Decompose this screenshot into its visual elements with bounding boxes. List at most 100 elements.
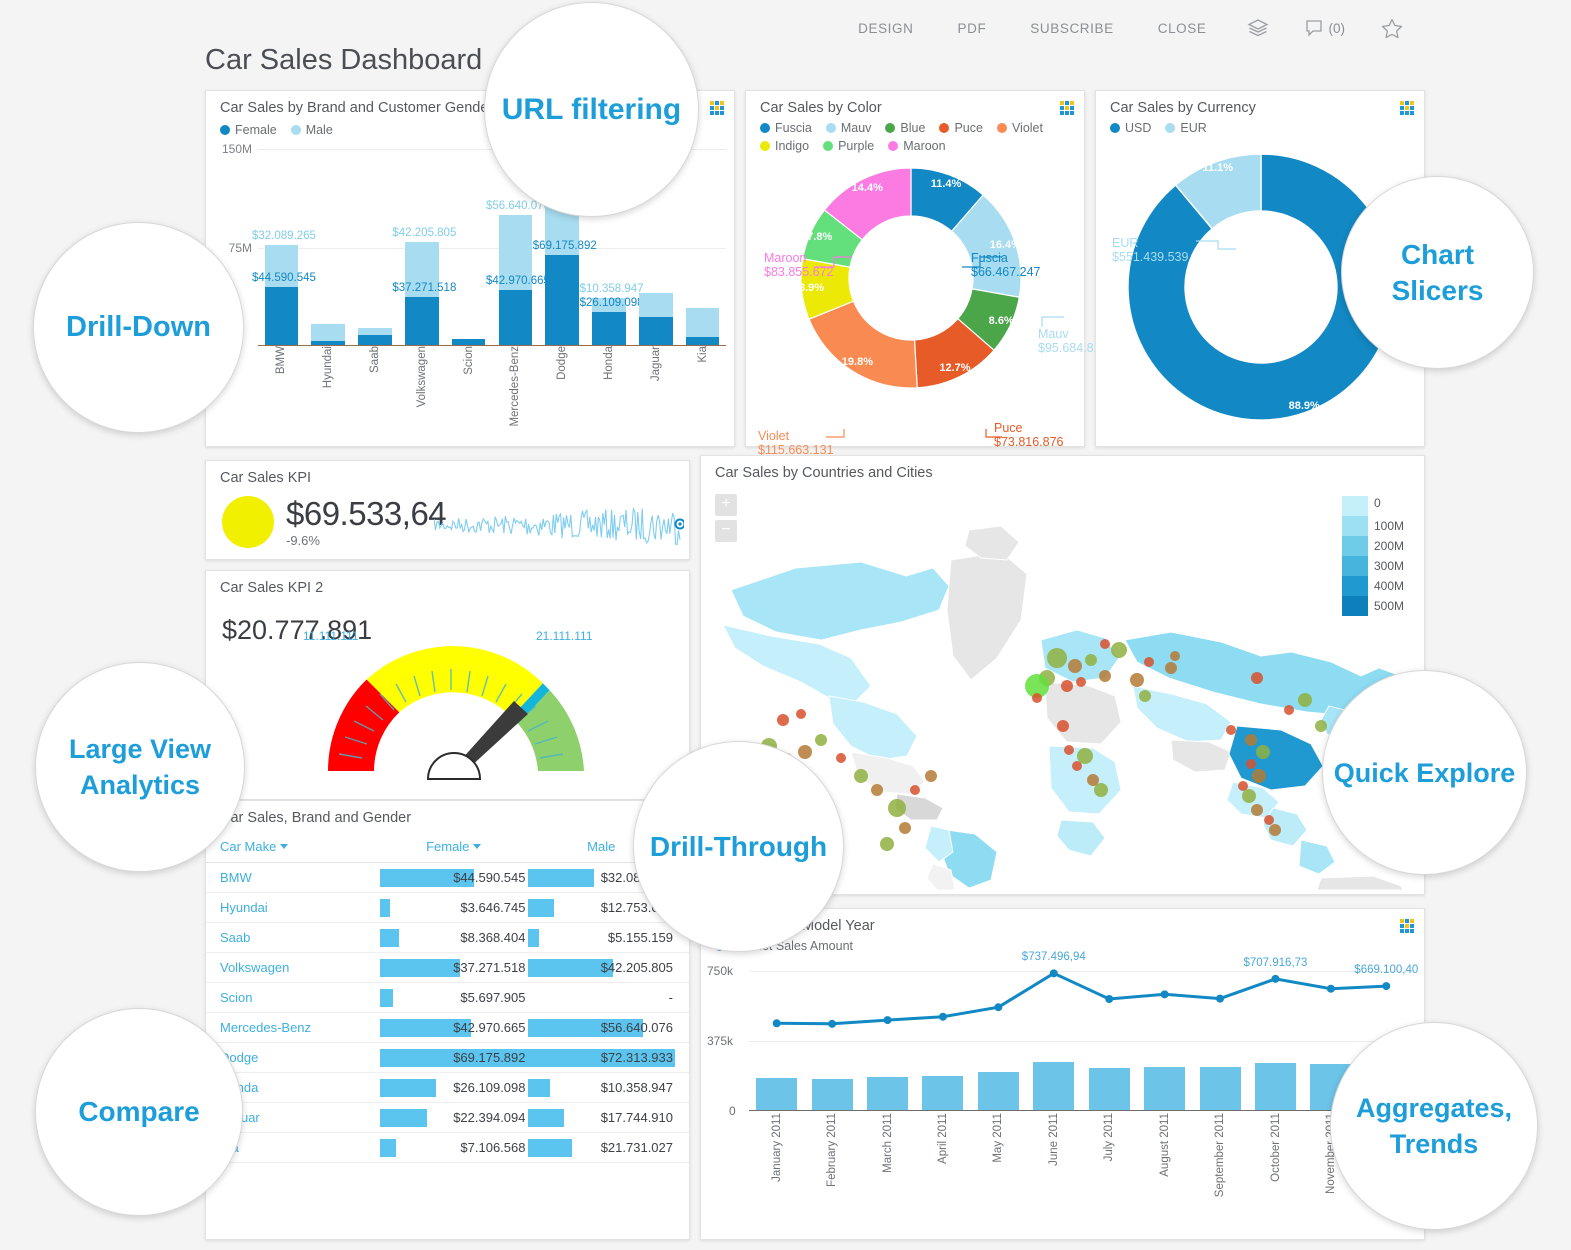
map-city-bubble[interactable]: [899, 822, 911, 834]
map-zoom-in-button[interactable]: +: [715, 494, 737, 516]
map-country-shape[interactable]: [1048, 745, 1122, 815]
map-city-bubble[interactable]: [1251, 804, 1263, 816]
map-city-bubble[interactable]: [880, 837, 894, 851]
model-year-line-point[interactable]: [1271, 974, 1280, 983]
bar-segment-female[interactable]: [264, 287, 299, 346]
map-country-shape[interactable]: [1040, 629, 1120, 683]
donut-slice-eur[interactable]: [1174, 153, 1262, 230]
model-year-bar-column[interactable]: [1082, 971, 1137, 1111]
map-city-bubble[interactable]: [888, 799, 906, 817]
map-country-shape[interactable]: [828, 695, 918, 761]
map-zoom-out-button[interactable]: −: [715, 520, 737, 542]
table-row[interactable]: BMW$44.590.545$32.089.265: [206, 863, 689, 893]
model-year-bar[interactable]: [977, 1071, 1019, 1111]
map-country-shape[interactable]: [1316, 875, 1404, 890]
table-row[interactable]: Dodge $69.175.892 $72.313.933: [206, 1043, 689, 1073]
donut-color[interactable]: 11.4% 16.4% 8.6% 12.7% 19.8% 8.9% 7.8% 14.4%: [796, 163, 1026, 393]
table-row[interactable]: Scion $5.697.905 -: [206, 983, 689, 1013]
map-country-shape[interactable]: [1170, 739, 1232, 773]
map-country-shape[interactable]: [926, 863, 956, 890]
model-year-line-point[interactable]: [1049, 969, 1058, 978]
map-city-bubble[interactable]: [910, 785, 920, 795]
map-city-bubble[interactable]: [777, 714, 789, 726]
map-city-bubble[interactable]: [1269, 824, 1281, 836]
map-city-bubble[interactable]: [1165, 662, 1177, 674]
bar-column[interactable]: [632, 149, 679, 346]
map-city-bubble[interactable]: [1284, 705, 1294, 715]
map-country-shape[interactable]: [1056, 819, 1106, 857]
table-row[interactable]: Kia $7.106.568 $21.731.027: [206, 1133, 689, 1163]
model-year-bar[interactable]: [867, 1077, 909, 1111]
map-city-bubble[interactable]: [1245, 734, 1257, 746]
model-year-bar[interactable]: [1199, 1066, 1241, 1111]
map-city-bubble[interactable]: [796, 709, 806, 719]
map-city-bubble[interactable]: [1064, 745, 1074, 755]
legend-item-maroon[interactable]: Maroon: [888, 139, 946, 153]
model-year-bar-column[interactable]: [971, 971, 1026, 1111]
model-year-bar[interactable]: [1255, 1063, 1296, 1111]
legend-item-purple[interactable]: Purple: [823, 139, 874, 153]
map-city-bubble[interactable]: [1057, 720, 1069, 732]
map-city-bubble[interactable]: [1085, 654, 1097, 666]
map-country-shape[interactable]: [1044, 681, 1122, 745]
map-city-bubble[interactable]: [1076, 677, 1086, 687]
map-city-bubble[interactable]: [1087, 774, 1099, 786]
bar-column[interactable]: $56.640.076 $42.970.665: [486, 149, 550, 346]
legend-item-fuscia[interactable]: Fuscia: [760, 121, 812, 135]
legend-item-puce[interactable]: Puce: [939, 121, 983, 135]
map-city-bubble[interactable]: [798, 745, 812, 759]
model-year-line-point[interactable]: [1105, 995, 1114, 1003]
legend-item-mauv[interactable]: Mauv: [825, 121, 871, 135]
donut-slice-maroon[interactable]: [823, 167, 912, 241]
map-city-bubble[interactable]: [1144, 657, 1154, 667]
bar-segment-male[interactable]: [638, 293, 673, 317]
bar-segment-female[interactable]: [545, 255, 580, 346]
map-city-bubble[interactable]: [1077, 748, 1093, 764]
map-city-bubble[interactable]: [1139, 690, 1151, 702]
model-year-bar-column[interactable]: [1192, 971, 1247, 1111]
table-row[interactable]: Mercedes-Benz $42.970.665 $56.640.076: [206, 1013, 689, 1043]
map-country-shape[interactable]: [722, 624, 872, 705]
map-city-bubble[interactable]: [1256, 745, 1270, 759]
bar-segment-male[interactable]: [358, 328, 392, 336]
star-icon[interactable]: [1363, 18, 1421, 39]
model-year-line-point[interactable]: [883, 1016, 892, 1025]
map-city-bubble[interactable]: [1238, 781, 1248, 791]
map-city-bubble[interactable]: [815, 734, 827, 746]
grid-menu-icon-color[interactable]: [1060, 101, 1074, 115]
bar-column[interactable]: [352, 149, 399, 346]
map-city-bubble[interactable]: [1130, 673, 1144, 687]
model-year-line-point[interactable]: [994, 1003, 1003, 1012]
legend-item-usd[interactable]: USD: [1110, 121, 1151, 135]
donut-slice-violet[interactable]: [808, 300, 918, 389]
table-row[interactable]: Volkswagen $37.271.518 $42.205.805: [206, 953, 689, 983]
legend-item-blue[interactable]: Blue: [885, 121, 925, 135]
model-year-bar[interactable]: [1033, 1062, 1075, 1111]
bar-column[interactable]: [305, 149, 352, 346]
map-city-bubble[interactable]: [1264, 815, 1274, 825]
bar-segment-male[interactable]: [311, 324, 346, 342]
grid-menu-icon-model-year[interactable]: [1400, 919, 1414, 933]
model-year-bar-column[interactable]: [1248, 971, 1303, 1111]
model-year-plot[interactable]: 750k 375k 0 $737.496,94 $707.916,73 $669.1…: [707, 951, 1418, 1118]
bar-segment-female[interactable]: [358, 335, 392, 346]
map-city-bubble[interactable]: [1061, 680, 1073, 692]
model-year-line-point[interactable]: [1382, 982, 1391, 991]
bar-segment-male[interactable]: [404, 241, 439, 298]
map-city-bubble[interactable]: [1032, 693, 1042, 703]
toolbar-item-design[interactable]: DESIGN: [858, 20, 914, 36]
model-year-line-point[interactable]: [828, 1019, 837, 1028]
bar-column[interactable]: $42.205.805 $37.271.518: [392, 149, 456, 346]
legend-item-male[interactable]: Male: [290, 123, 333, 137]
map-country-shape[interactable]: [946, 551, 1028, 681]
map-city-bubble[interactable]: [1226, 725, 1236, 735]
map-city-bubble[interactable]: [1111, 642, 1127, 658]
bar-segment-female[interactable]: [404, 297, 439, 346]
model-year-bar[interactable]: [756, 1078, 798, 1111]
map-country-shape[interactable]: [924, 825, 954, 863]
bar-segment-female[interactable]: [592, 311, 626, 346]
map-country-shape[interactable]: [1298, 839, 1336, 875]
bar-segment-female[interactable]: [311, 341, 346, 346]
model-year-bar-column[interactable]: [1026, 971, 1081, 1111]
map-city-bubble[interactable]: [854, 769, 868, 783]
